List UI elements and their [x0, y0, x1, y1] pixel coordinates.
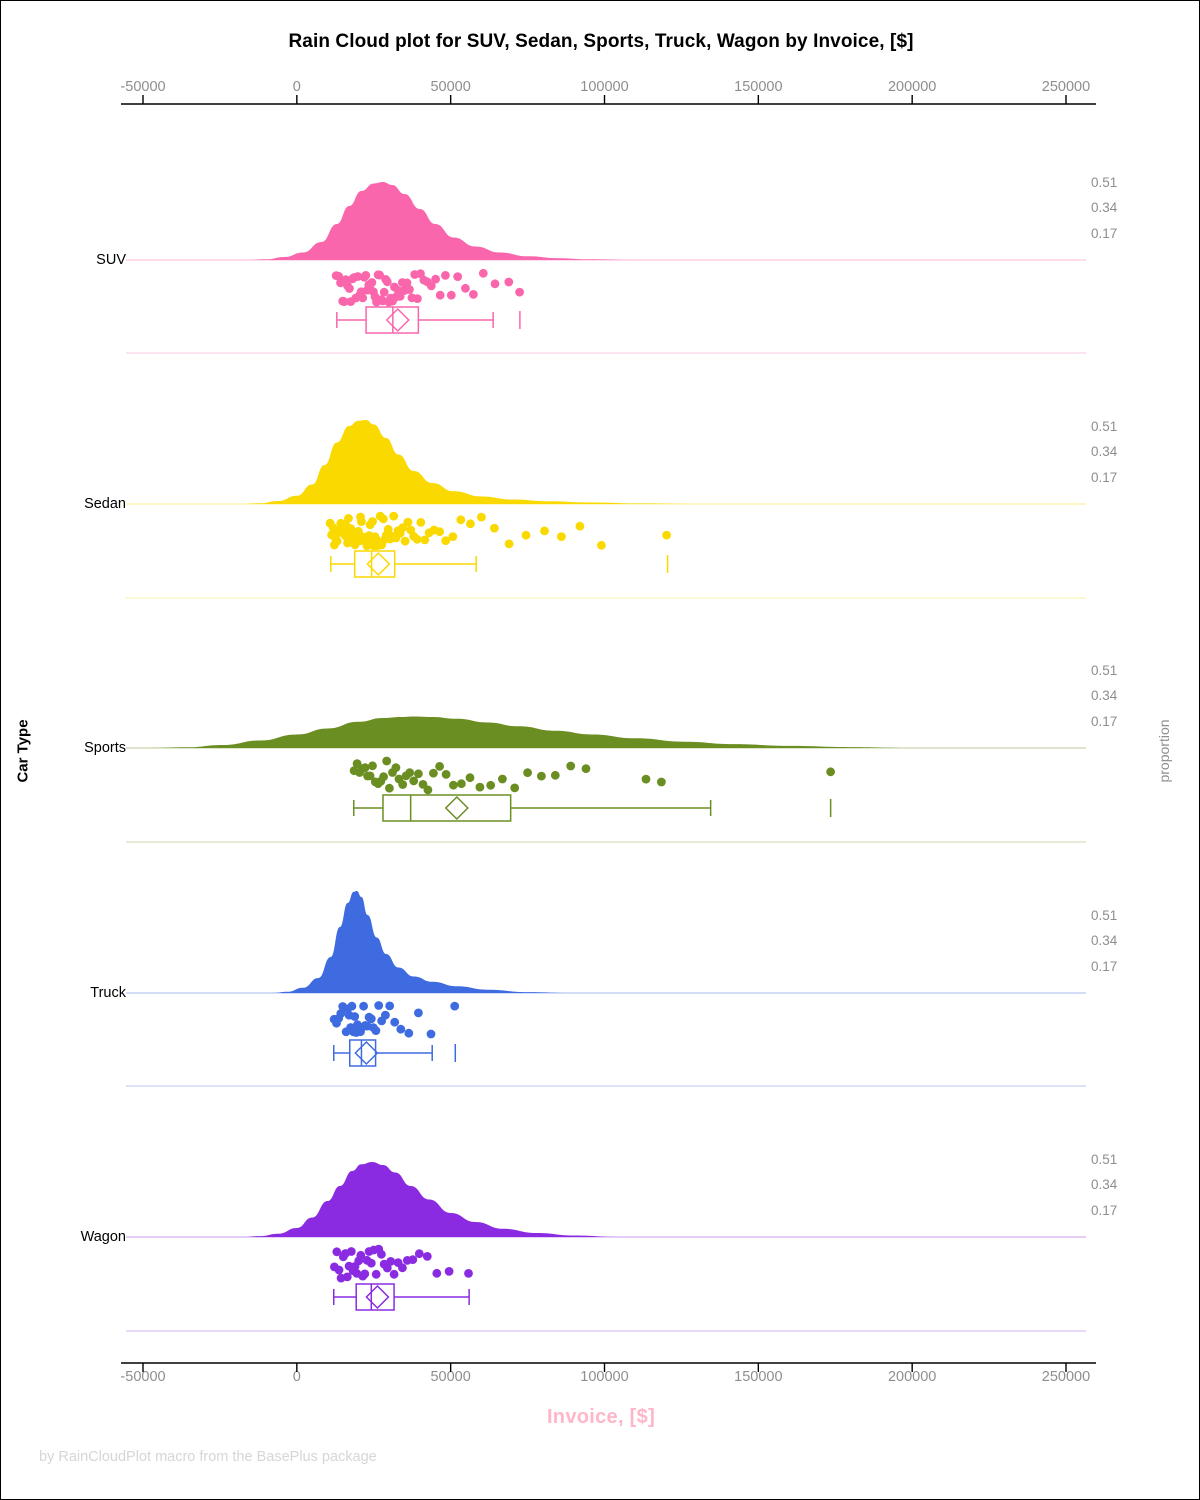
footer-credit: by RainCloudPlot macro from the BasePlus… — [39, 1449, 377, 1465]
density-cloud-wagon — [241, 1162, 620, 1237]
x-tick-label: 100000 — [580, 1369, 629, 1385]
proportion-tick-label: 0.17 — [1091, 225, 1118, 241]
density-cloud-suv — [247, 182, 636, 260]
x-tick-label: 200000 — [887, 1369, 937, 1385]
x-tick-label: 0 — [292, 1369, 301, 1385]
proportion-tick-label: 0.34 — [1091, 1177, 1118, 1192]
category-label-sedan: Sedan — [84, 496, 126, 512]
box-plot-suv — [336, 306, 521, 334]
proportion-tick-label: 0.51 — [1091, 662, 1118, 678]
density-cloud-sports — [149, 716, 913, 748]
proportion-tick-label: 0.51 — [1091, 907, 1118, 923]
x-tick-label: 150000 — [734, 1369, 783, 1385]
rain-dots-sedan — [325, 511, 671, 551]
page-title: Rain Cloud plot for SUV, Sedan, Sports, … — [288, 31, 914, 52]
rain-dots-suv — [331, 268, 524, 307]
x-tick-label: 150000 — [734, 79, 783, 95]
proportion-tick-label: 0.34 — [1091, 688, 1118, 703]
box-plot-wagon — [333, 1283, 470, 1311]
rain-dots-truck — [329, 1001, 460, 1039]
x-tick-label: 50000 — [430, 1369, 471, 1385]
x-tick-label: 0 — [292, 79, 301, 95]
category-label-wagon: Wagon — [80, 1229, 126, 1245]
box-plot-sports — [353, 794, 832, 822]
proportion-tick-label: 0.51 — [1091, 418, 1118, 434]
proportion-tick-label: 0.51 — [1091, 174, 1118, 190]
proportion-tick-label: 0.17 — [1091, 713, 1118, 729]
proportion-tick-label: 0.17 — [1091, 958, 1118, 974]
rain-dots-sports — [349, 756, 835, 795]
box-plot-truck — [333, 1039, 457, 1067]
x-tick-label: 250000 — [1041, 1369, 1091, 1385]
category-label-sports: Sports — [84, 740, 126, 756]
x-tick-label: -50000 — [120, 1369, 166, 1385]
y-axis-title: Car Type — [14, 719, 32, 783]
proportion-tick-label: 0.34 — [1091, 444, 1118, 459]
box-plot-sedan — [329, 550, 669, 578]
x-tick-label: 250000 — [1041, 79, 1091, 95]
density-cloud-truck — [272, 891, 574, 993]
proportion-axis-title: proportion — [1156, 719, 1172, 783]
proportion-tick-label: 0.34 — [1091, 933, 1118, 948]
x-tick-label: 50000 — [430, 79, 471, 95]
category-label-suv: SUV — [96, 252, 126, 268]
proportion-tick-label: 0.51 — [1091, 1151, 1118, 1167]
x-axis-title: Invoice, [$] — [546, 1406, 656, 1428]
x-tick-label: -50000 — [120, 79, 166, 95]
category-label-truck: Truck — [90, 985, 126, 1001]
x-tick-label: 200000 — [887, 79, 937, 95]
x-tick-label: 100000 — [580, 79, 629, 95]
rain-dots-wagon — [330, 1244, 473, 1283]
density-cloud-sedan — [241, 420, 697, 504]
proportion-tick-label: 0.17 — [1091, 1202, 1118, 1218]
proportion-tick-label: 0.17 — [1091, 469, 1118, 485]
proportion-tick-label: 0.34 — [1091, 200, 1118, 215]
